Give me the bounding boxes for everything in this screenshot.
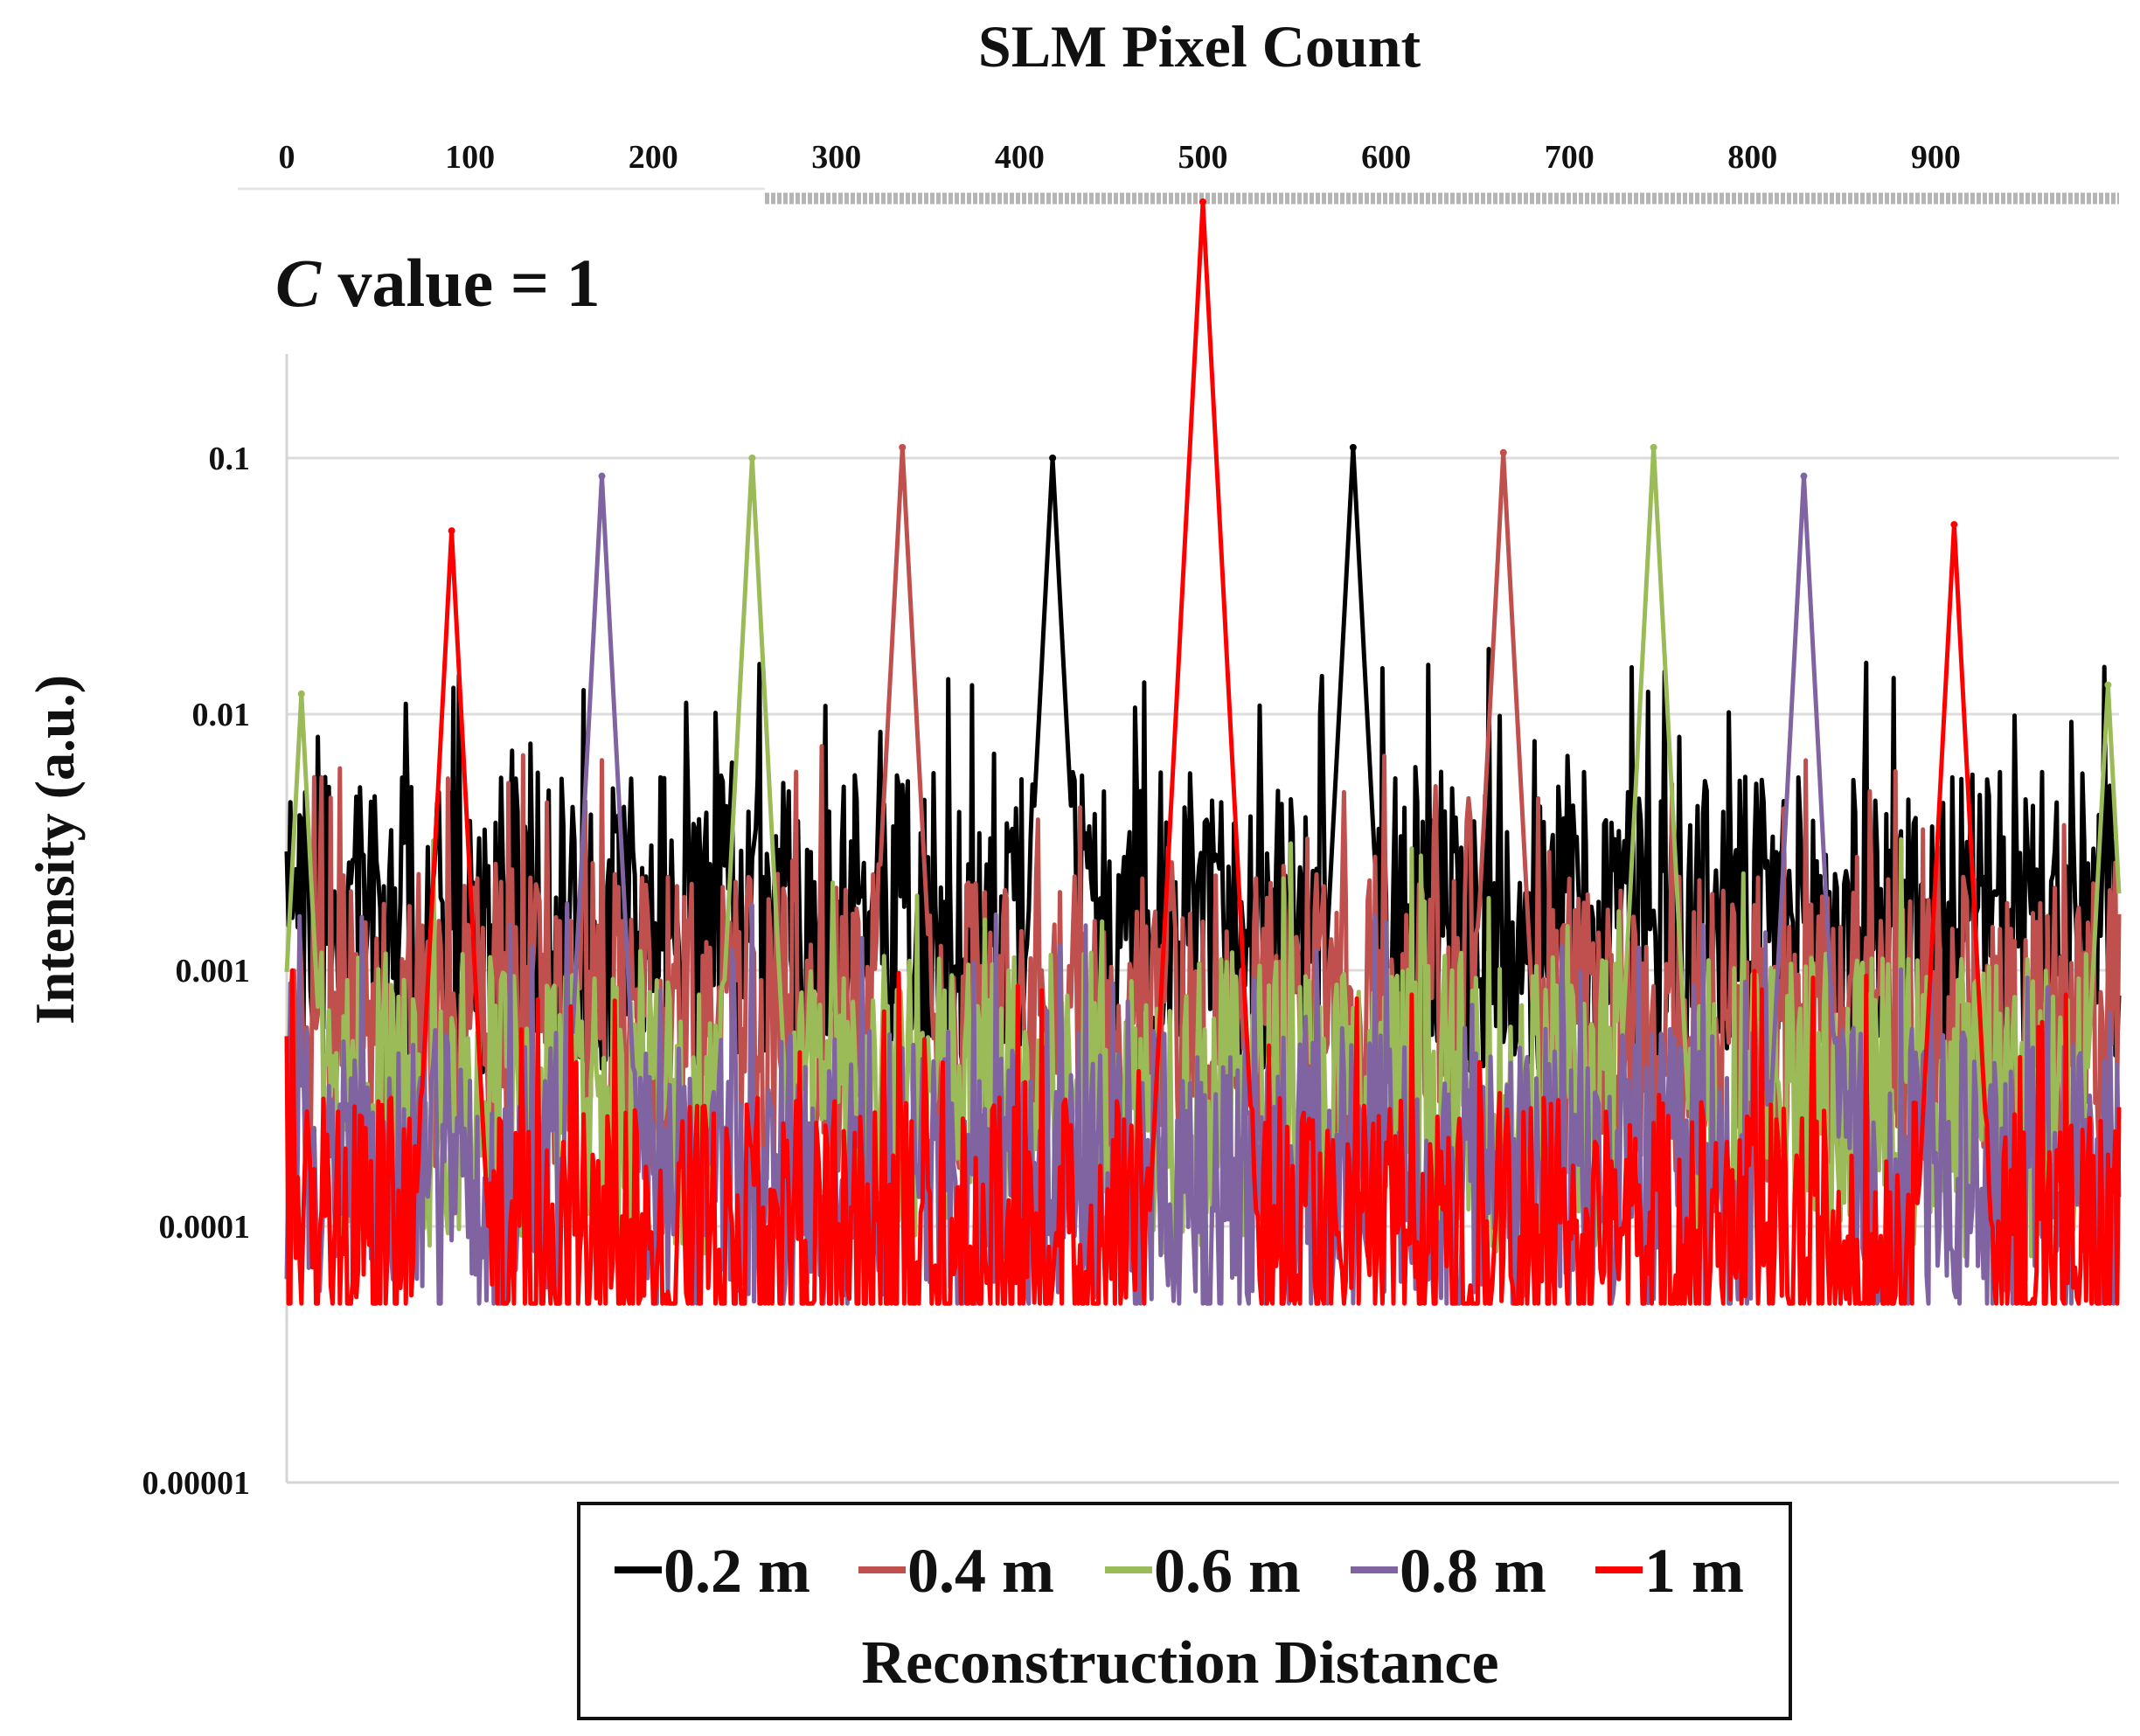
x-tick-label: 300	[811, 139, 861, 176]
series-peak-point	[1800, 472, 1808, 480]
y-tick-label: 0.1	[209, 441, 251, 477]
y-tick-label: 0.01	[192, 697, 251, 733]
legend: 0.2 m 0.4 m 0.6 m 0.8 m 1 m Reconstruction D…	[577, 1502, 1792, 1720]
x-tick-label: 500	[1178, 139, 1228, 176]
series-peak-point	[1499, 448, 1507, 456]
y-tick-label: 0.00001	[142, 1465, 251, 1502]
series-peak-point	[448, 527, 455, 535]
series-peak-point	[748, 455, 756, 462]
x-tick-label: 800	[1727, 139, 1777, 176]
y-tick-label: 0.001	[176, 953, 251, 990]
c-symbol: C	[275, 245, 322, 321]
x-tick-label: 700	[1545, 139, 1595, 176]
y-axis-label: Intensity (a.u.)	[24, 675, 86, 1024]
series-peak-point	[1049, 455, 1057, 462]
legend-label: 0.6 m	[1154, 1536, 1301, 1606]
series-peak-point	[2104, 681, 2112, 689]
legend-entries: 0.2 m 0.4 m 0.6 m 0.8 m 1 m	[615, 1536, 1744, 1606]
series-peak-point	[899, 443, 907, 451]
x-tick-label: 600	[1361, 139, 1411, 176]
series-peak-point	[297, 690, 305, 698]
series-peak-point	[1950, 521, 1958, 529]
chart-title: SLM Pixel Count	[978, 13, 1421, 80]
plot-area	[284, 198, 2122, 1306]
x-tick-label: 0	[279, 139, 295, 176]
legend-box	[577, 1502, 1792, 1720]
x-tick-label: 200	[629, 139, 678, 176]
x-tick-labels: 0 100 200 300 400 500 600 700 800 900	[279, 139, 1961, 176]
y-tick-label: 0.0001	[159, 1209, 251, 1246]
legend-label: 0.8 m	[1400, 1536, 1546, 1606]
x-tick-label: 400	[995, 139, 1045, 176]
x-tick-label: 100	[445, 139, 495, 176]
legend-label: 0.4 m	[907, 1536, 1054, 1606]
legend-label: 0.2 m	[664, 1536, 810, 1606]
y-tick-labels: 0.1 0.01 0.001 0.0001 0.00001	[142, 441, 251, 1502]
series-peak-point	[1199, 198, 1206, 205]
x-tick-label: 900	[1911, 139, 1961, 176]
legend-label: 1 m	[1644, 1536, 1744, 1606]
series-peak-point	[598, 472, 606, 480]
series-peak-point	[1349, 443, 1357, 451]
c-value-annotation: C value = 1	[275, 245, 601, 321]
series-line	[284, 474, 2122, 1306]
series-peak-point	[1650, 443, 1657, 451]
legend-title: Reconstruction Distance	[861, 1629, 1498, 1697]
c-value-text: value = 1	[321, 245, 601, 321]
